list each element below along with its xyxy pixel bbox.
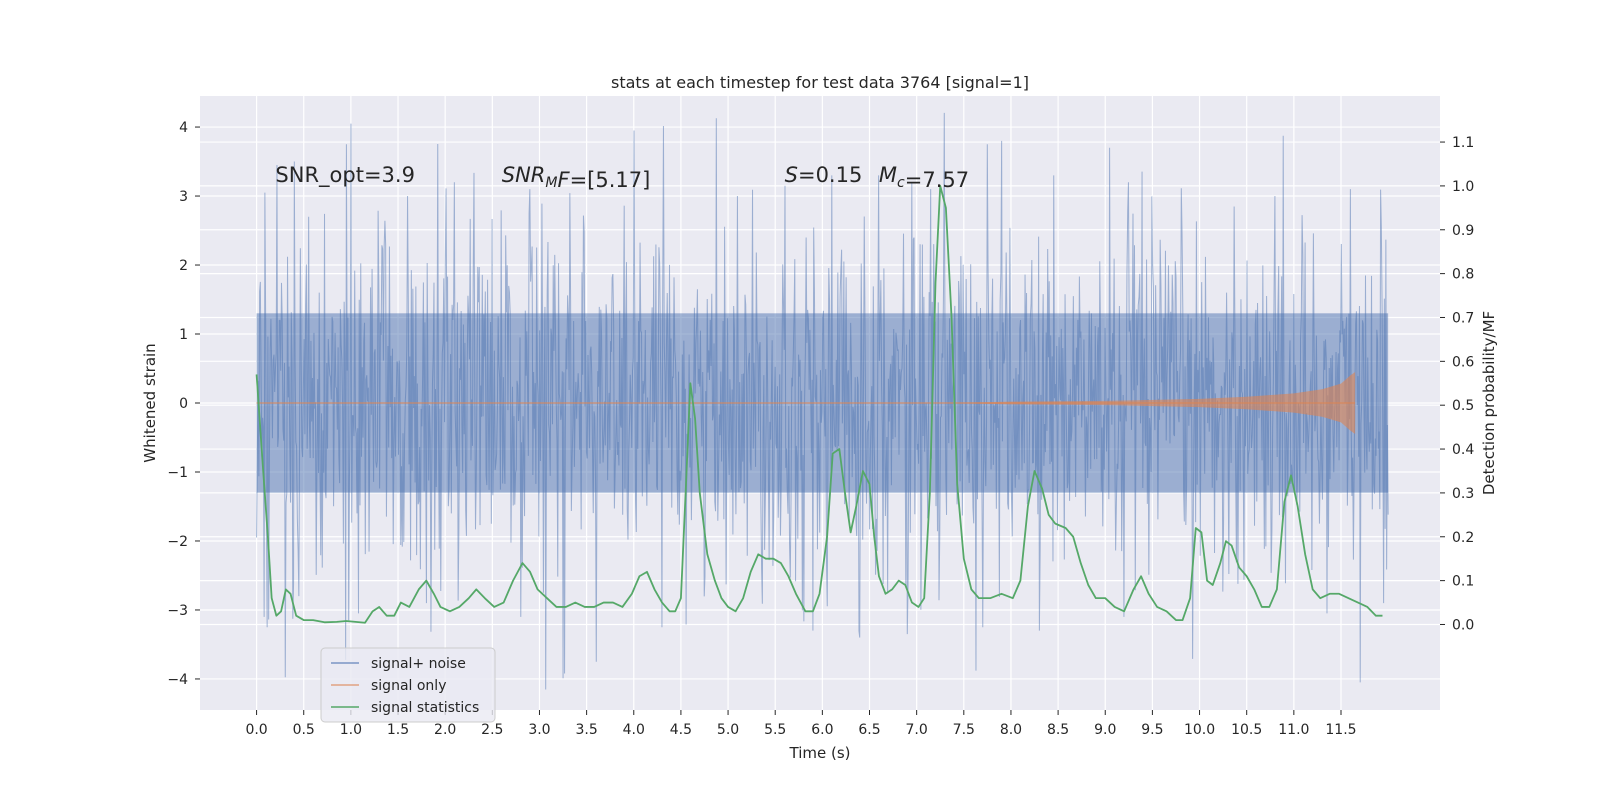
legend-label-signal-statistics: signal statistics bbox=[371, 700, 479, 716]
chart-title: stats at each timestep for test data 376… bbox=[611, 73, 1029, 92]
y2-tick-label: 0.8 bbox=[1452, 267, 1474, 283]
y2-tick-label: 0.5 bbox=[1452, 398, 1474, 414]
y-tick-label: −2 bbox=[167, 534, 188, 550]
signal-statistics-line bbox=[255, 185, 1383, 624]
y-tick-label: 4 bbox=[179, 120, 188, 136]
x-tick-label: 6.0 bbox=[811, 722, 833, 738]
legend-item-signal-statistics: signal statistics bbox=[331, 700, 479, 716]
y2-tick-label: 0.7 bbox=[1452, 310, 1474, 326]
x-tick-label: 1.5 bbox=[387, 722, 409, 738]
y2-tick-label: 0.0 bbox=[1452, 617, 1474, 633]
y-tick-label: −1 bbox=[167, 465, 188, 481]
x-tick-label: 5.0 bbox=[717, 722, 739, 738]
legend-item-signal-only: signal only bbox=[331, 678, 446, 694]
x-tick-label: 7.5 bbox=[953, 722, 975, 738]
x-tick-label: 9.0 bbox=[1094, 722, 1116, 738]
signal-noise-line bbox=[256, 112, 1389, 690]
y-tick-label: −4 bbox=[167, 672, 188, 688]
x-tick-label: 0.0 bbox=[245, 722, 267, 738]
y-tick-label: 0 bbox=[179, 396, 188, 412]
x-tick-label: 2.0 bbox=[434, 722, 456, 738]
y2-tick-label: 0.2 bbox=[1452, 530, 1474, 546]
y-tick-label: 3 bbox=[179, 189, 188, 205]
x-tick-label: 0.5 bbox=[293, 722, 315, 738]
x-tick-label: 8.5 bbox=[1047, 722, 1069, 738]
annotation-text: SNRMF=[5.17] bbox=[502, 163, 651, 192]
x-tick-label: 5.5 bbox=[764, 722, 786, 738]
x-tick-label: 9.5 bbox=[1141, 722, 1163, 738]
x-tick-label: 10.0 bbox=[1184, 722, 1215, 738]
y-tick-label: 1 bbox=[179, 327, 188, 343]
y2-tick-label: 0.3 bbox=[1452, 486, 1474, 502]
series-layer bbox=[255, 112, 1389, 690]
x-tick-label: 10.5 bbox=[1231, 722, 1262, 738]
x-tick-label: 7.0 bbox=[906, 722, 928, 738]
x-tick-label: 11.0 bbox=[1278, 722, 1309, 738]
x-tick-label: 3.0 bbox=[528, 722, 550, 738]
annotation-layer: SNR_opt=3.9 SNRMF=[5.17] S=0.15 Mc=7.57 bbox=[275, 163, 969, 192]
x-tick-label: 11.5 bbox=[1325, 722, 1356, 738]
y2-tick-label: 0.1 bbox=[1452, 574, 1474, 590]
x-tick-label: 6.5 bbox=[858, 722, 880, 738]
legend-item-signal-noise: signal+ noise bbox=[331, 656, 466, 672]
y-tick-label: −3 bbox=[167, 603, 188, 619]
legend-frame bbox=[320, 647, 496, 723]
x-tick-label: 8.0 bbox=[1000, 722, 1022, 738]
x-tick-label: 2.5 bbox=[481, 722, 503, 738]
annotation-text: S=0.15 bbox=[785, 163, 863, 187]
y2-tick-label: 1.0 bbox=[1452, 179, 1474, 195]
x-tick-label: 1.0 bbox=[340, 722, 362, 738]
legend: signal+ noise signal only signal statist… bbox=[320, 647, 496, 723]
annotation-text: Mc=7.57 bbox=[879, 163, 969, 192]
y2-tick-label: 0.6 bbox=[1452, 354, 1474, 370]
x-axis-label: Time (s) bbox=[789, 744, 851, 762]
x-tick-label: 3.5 bbox=[575, 722, 597, 738]
y-axis-label: Whitened strain bbox=[141, 343, 159, 462]
y2-tick-label: 0.4 bbox=[1452, 442, 1474, 458]
x-tick-label: 4.5 bbox=[670, 722, 692, 738]
y2-tick-label: 0.9 bbox=[1452, 223, 1474, 239]
annotation-text: SNR_opt=3.9 bbox=[275, 163, 415, 188]
legend-label-signal-only: signal only bbox=[371, 678, 446, 694]
y-tick-label: 2 bbox=[179, 258, 188, 274]
axis-layer: 0.0 0.5 1.0 1.5 2.0 2.5 3.0 3.5 4.0 4.5 5.0 5.5 6.0 6… bbox=[167, 120, 1474, 738]
y2-tick-label: 1.1 bbox=[1452, 135, 1474, 151]
x-tick-label: 4.0 bbox=[623, 722, 645, 738]
y2-axis-label: Detection probability/MF bbox=[1480, 311, 1498, 495]
legend-label-signal-noise: signal+ noise bbox=[371, 656, 466, 672]
